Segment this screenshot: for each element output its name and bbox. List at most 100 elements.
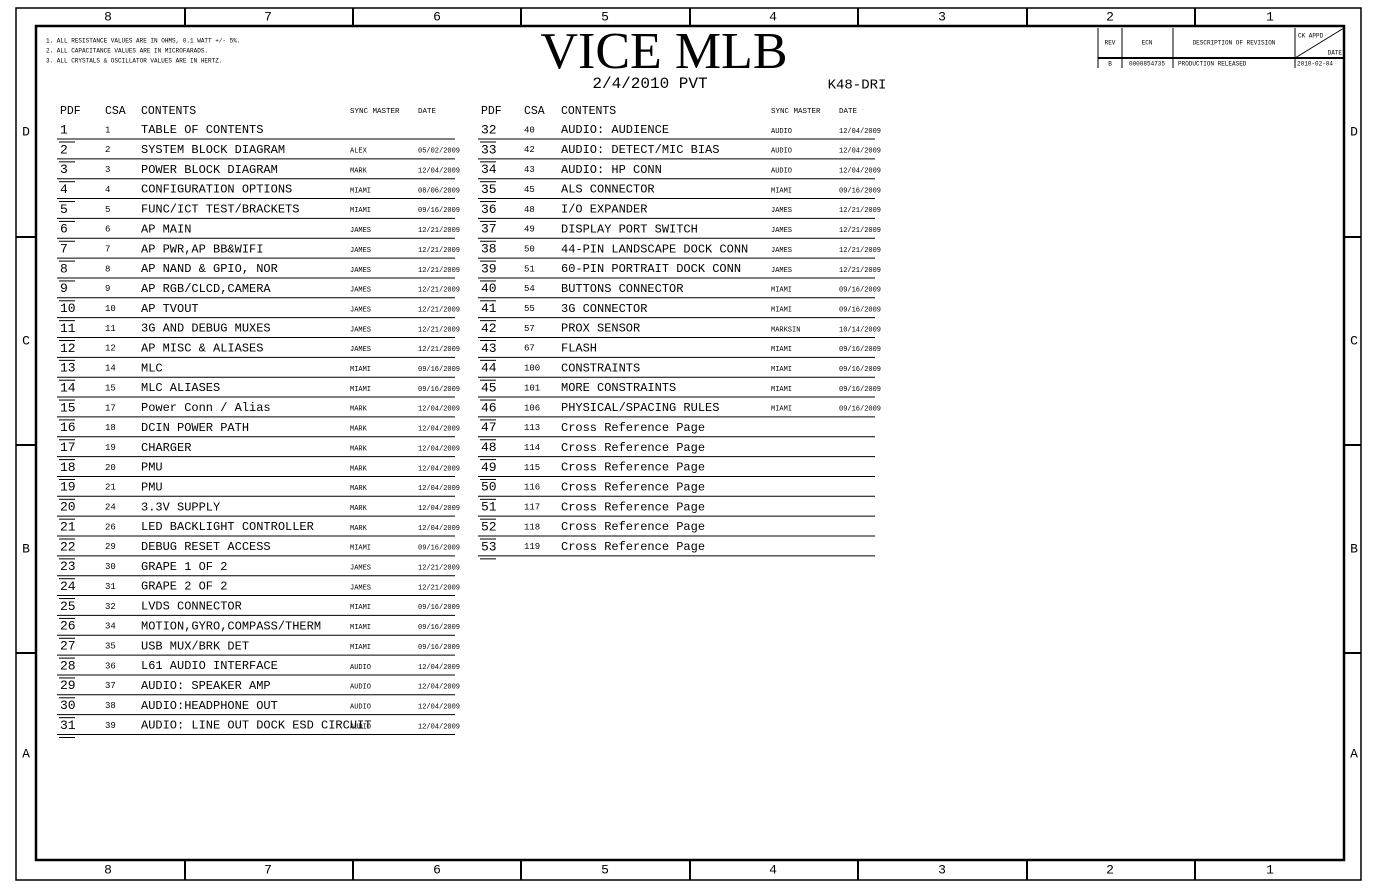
toc-contents: LVDS CONNECTOR	[141, 600, 242, 614]
toc-pdf: 36	[481, 202, 497, 217]
zone-row-label: D	[22, 124, 30, 139]
toc-contents: AP PWR,AP BB&WIFI	[141, 242, 263, 256]
ecn: 0000854735	[1129, 61, 1165, 68]
toc-sync: MIAMI	[350, 386, 371, 394]
toc-csa: 24	[105, 503, 116, 513]
toc-sync: JAMES	[350, 306, 371, 314]
toc-date: 12/21/2009	[418, 306, 460, 314]
toc-csa: 115	[524, 463, 540, 473]
toc-pdf: 47	[481, 420, 497, 435]
toc-sync: MARK	[350, 485, 368, 493]
toc-pdf: 25	[60, 599, 76, 614]
toc-contents: CONSTRAINTS	[561, 361, 640, 375]
toc-contents: AP TVOUT	[141, 302, 199, 316]
toc-csa: 43	[524, 165, 535, 175]
toc-pdf: 6	[60, 222, 68, 237]
zone-column-label: 6	[433, 862, 441, 877]
toc-csa: 39	[105, 721, 116, 731]
toc-csa: 11	[105, 324, 116, 334]
ecn-header: ECN	[1142, 40, 1153, 47]
toc-pdf: 34	[481, 162, 497, 177]
toc-csa: 1	[105, 125, 110, 135]
toc-contents: MOTION,GYRO,COMPASS/THERM	[141, 619, 321, 633]
toc-csa: 2	[105, 145, 110, 155]
toc-pdf: 7	[60, 242, 68, 257]
toc-contents: AP NAND & GPIO, NOR	[141, 262, 278, 276]
toc-pdf: 30	[60, 698, 76, 713]
toc-contents: 60-PIN PORTRAIT DOCK CONN	[561, 262, 741, 276]
toc-pdf: 28	[60, 658, 76, 673]
toc-date: 09/16/2009	[418, 386, 460, 394]
toc-date: 12/04/2009	[839, 128, 881, 136]
toc-sync: MIAMI	[350, 187, 371, 195]
toc-contents: Cross Reference Page	[561, 540, 705, 554]
toc-contents: PMU	[141, 480, 163, 494]
toc-contents: PROX SENSOR	[561, 322, 640, 336]
toc-date: 12/21/2009	[418, 584, 460, 592]
toc-contents: POWER BLOCK DIAGRAM	[141, 163, 278, 177]
toc-csa: 119	[524, 542, 540, 552]
zone-column-label: 7	[264, 9, 272, 24]
toc-date: 12/21/2009	[418, 346, 460, 354]
toc-csa: 5	[105, 205, 110, 215]
subtitle: 2/4/2010 PVT	[592, 75, 707, 93]
toc-csa: 49	[524, 225, 535, 235]
toc-pdf: 5	[60, 202, 68, 217]
toc-contents: DCIN POWER PATH	[141, 421, 249, 435]
toc-sync: AUDIO	[771, 148, 792, 156]
toc-csa: 38	[105, 701, 116, 711]
toc-pdf: 53	[481, 539, 497, 554]
zone-row-label: D	[1350, 124, 1358, 139]
zone-column-label: 4	[769, 862, 777, 877]
title: VICE MLB	[541, 23, 788, 80]
toc-pdf: 17	[60, 440, 76, 455]
toc-pdf: 3	[60, 162, 68, 177]
toc-contents: FUNC/ICT TEST/BRACKETS	[141, 203, 299, 217]
toc-pdf: 26	[60, 619, 76, 634]
table-header: DATE	[418, 108, 437, 116]
toc-contents: PHYSICAL/SPACING RULES	[561, 401, 719, 415]
toc-pdf: 20	[60, 500, 76, 515]
toc-contents: FLASH	[561, 342, 597, 356]
toc-contents: AUDIO: HP CONN	[561, 163, 662, 177]
toc-contents: CONFIGURATION OPTIONS	[141, 183, 292, 197]
toc-csa: 9	[105, 284, 110, 294]
zone-row-label: B	[22, 541, 30, 556]
table-header: CONTENTS	[561, 105, 616, 118]
toc-pdf: 33	[481, 142, 497, 157]
toc-sync: MIAMI	[350, 207, 371, 215]
toc-csa: 45	[524, 185, 535, 195]
zone-row-label: C	[22, 333, 30, 348]
note: 3. ALL CRYSTALS & OSCILLATOR VALUES ARE …	[46, 58, 222, 65]
toc-date: 09/16/2009	[839, 386, 881, 394]
board-name: K48-DRI	[828, 78, 887, 94]
toc-date: 09/16/2009	[418, 644, 460, 652]
toc-pdf: 48	[481, 440, 497, 455]
toc-csa: 35	[105, 641, 116, 651]
toc-sync: MIAMI	[771, 287, 792, 295]
toc-sync: JAMES	[350, 287, 371, 295]
toc-date: 09/16/2009	[839, 187, 881, 195]
toc-csa: 12	[105, 344, 116, 354]
toc-date: 09/16/2009	[418, 366, 460, 374]
toc-csa: 42	[524, 145, 535, 155]
toc-csa: 29	[105, 542, 116, 552]
toc-date: 09/16/2009	[418, 604, 460, 612]
zone-column-label: 3	[938, 862, 946, 877]
table-header: CSA	[524, 105, 545, 118]
toc-contents: AUDIO: AUDIENCE	[561, 123, 669, 137]
toc-sync: JAMES	[350, 267, 371, 275]
toc-contents: GRAPE 2 OF 2	[141, 580, 227, 594]
toc-date: 12/04/2009	[418, 406, 460, 414]
toc-csa: 30	[105, 562, 116, 572]
toc-pdf: 32	[481, 122, 497, 137]
zone-column-label: 2	[1106, 862, 1114, 877]
toc-date: 12/04/2009	[418, 485, 460, 493]
zone-row-label: A	[22, 746, 30, 761]
toc-csa: 116	[524, 483, 540, 493]
toc-date: 12/04/2009	[418, 703, 460, 711]
toc-pdf: 46	[481, 400, 497, 415]
zone-column-label: 8	[104, 862, 112, 877]
note: 1. ALL RESISTANCE VALUES ARE IN OHMS, 0.…	[46, 38, 240, 45]
